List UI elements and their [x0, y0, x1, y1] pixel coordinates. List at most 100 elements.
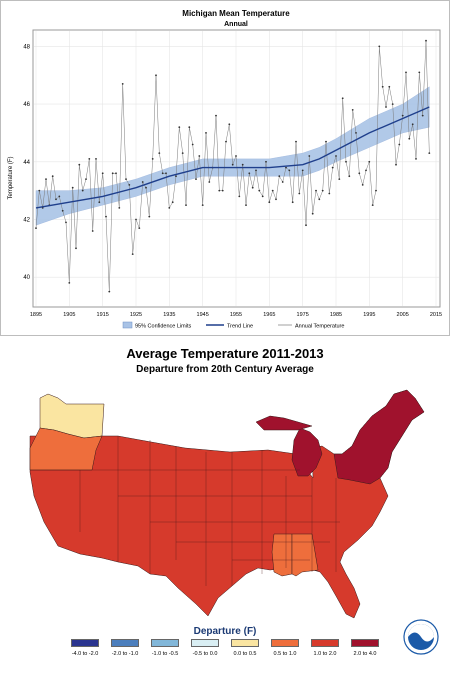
legend-label: -2.0 to -1.0	[111, 651, 139, 657]
annual-point	[68, 282, 71, 284]
annual-point	[278, 175, 281, 178]
annual-point	[401, 114, 404, 117]
annual-point	[135, 218, 137, 221]
annual-point	[245, 204, 247, 207]
map-subtitle: Departure from 20th Century Average	[136, 364, 314, 375]
annual-series	[35, 39, 431, 293]
annual-point	[168, 207, 171, 209]
legend-label: 0.0 to 0.5	[233, 651, 257, 657]
annual-point	[98, 201, 101, 204]
annual-point	[275, 198, 277, 201]
legend-item: 1.0 to 2.0	[308, 639, 342, 657]
annual-point	[158, 152, 161, 155]
annual-point	[391, 103, 394, 105]
legend-ci-swatch	[122, 321, 133, 329]
annual-point	[351, 109, 354, 111]
annual-point	[375, 189, 377, 192]
annual-point	[405, 71, 407, 74]
annual-point	[298, 192, 301, 195]
y-tick-label: 46	[23, 102, 30, 108]
y-tick-label: 44	[23, 160, 30, 166]
legend-swatch	[111, 639, 139, 647]
annual-point	[345, 160, 347, 163]
annual-point	[61, 209, 64, 212]
legend-swatch	[231, 639, 259, 647]
x-tick-label: 1915	[97, 312, 109, 318]
annual-point	[125, 178, 127, 181]
annual-point	[128, 184, 131, 186]
annual-point	[281, 181, 284, 183]
annual-point	[71, 186, 74, 189]
x-tick-label: 1985	[330, 312, 342, 318]
legend-item: -1.0 to -0.5	[148, 639, 182, 657]
annual-point	[421, 114, 424, 117]
legend-label: -0.5 to 0.0	[192, 651, 218, 657]
annual-point	[91, 230, 94, 232]
annual-point	[221, 189, 224, 192]
legend-item: 0.0 to 0.5	[228, 639, 262, 657]
annual-point	[81, 189, 84, 192]
legend-annual-label: Annual Temperature	[295, 324, 344, 330]
x-tick-label: 1965	[263, 312, 275, 318]
annual-point	[95, 158, 97, 160]
annual-point	[228, 123, 231, 126]
legend-item: 2.0 to 4.0	[348, 639, 382, 657]
legend-trend-label: Trend Line	[227, 324, 253, 330]
legend-label: 2.0 to 4.0	[353, 651, 377, 657]
map-region-northeast	[333, 389, 425, 485]
annual-point	[215, 114, 217, 117]
annual-point	[191, 143, 194, 146]
x-tick-label: 1925	[130, 312, 142, 318]
x-tick-label: 2005	[397, 312, 409, 318]
annual-point	[165, 172, 167, 175]
annual-point	[225, 140, 227, 143]
x-tick-label: 2015	[430, 312, 442, 318]
annual-point	[258, 189, 261, 192]
legend-item: -0.5 to 0.0	[188, 639, 222, 657]
annual-point	[148, 215, 151, 218]
annual-point	[121, 83, 124, 85]
annual-point	[238, 195, 241, 198]
annual-point	[78, 163, 81, 166]
us-temperature-map	[29, 389, 425, 619]
line-chart-panel: Michigan Mean Temperature Annual Tempera…	[0, 0, 450, 336]
annual-point	[38, 189, 41, 192]
trend-line	[35, 106, 430, 209]
chart-title: Michigan Mean Temperature	[182, 9, 290, 18]
annual-point	[415, 158, 417, 160]
annual-point	[111, 172, 114, 175]
annual-point	[161, 172, 164, 175]
annual-point	[138, 227, 141, 230]
annual-point	[105, 215, 107, 218]
annual-point	[381, 85, 384, 88]
annual-point	[301, 169, 304, 172]
map-region-us-base	[29, 389, 425, 619]
annual-point	[58, 195, 61, 198]
annual-point	[291, 201, 294, 204]
annual-point	[141, 181, 144, 183]
x-tick-label: 1955	[230, 312, 242, 318]
annual-point	[185, 204, 187, 207]
annual-point	[355, 132, 357, 134]
annual-point	[368, 160, 371, 163]
annual-point	[178, 126, 181, 129]
annual-point	[88, 158, 91, 160]
legend-swatch	[271, 639, 299, 647]
annual-point	[85, 178, 87, 181]
annual-point	[248, 172, 251, 175]
annual-point	[408, 137, 411, 140]
x-tick-label: 1935	[163, 312, 175, 318]
map-legend: -4.0 to -2.0 -2.0 to -1.0 -1.0 to -0.5 -…	[68, 639, 388, 663]
annual-point	[208, 181, 211, 183]
annual-point	[315, 189, 317, 192]
annual-point	[338, 178, 341, 181]
legend-label: -1.0 to -0.5	[151, 651, 179, 657]
annual-point	[155, 74, 157, 77]
legend-ci-label: 95% Confidence Limits	[135, 324, 192, 330]
x-tick-label: 1895	[30, 312, 42, 318]
state-borders	[30, 436, 340, 586]
legend-swatch	[151, 639, 179, 647]
annual-point	[108, 290, 111, 293]
y-axis-label: Temperature (F)	[8, 156, 14, 199]
annual-point	[335, 155, 337, 157]
